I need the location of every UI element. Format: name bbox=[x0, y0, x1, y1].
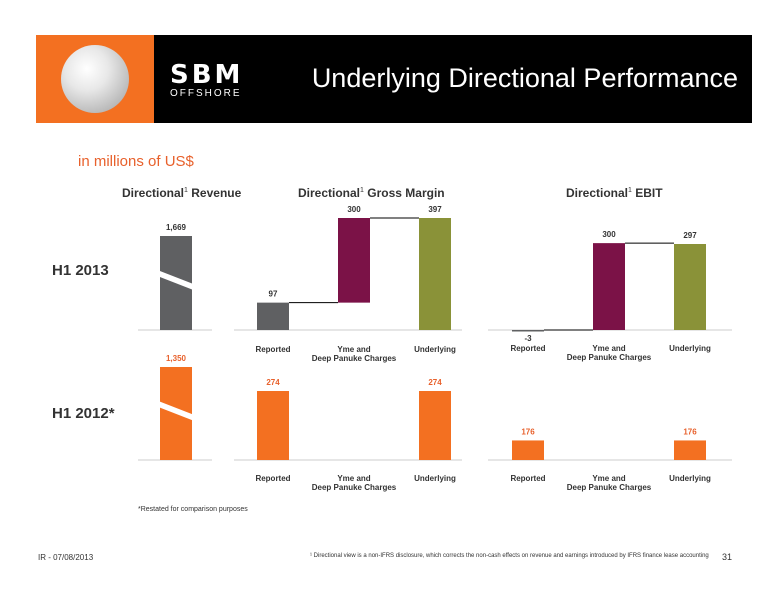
gm_2013-label-underlying: 397 bbox=[428, 205, 442, 214]
gm_2012-bar-0 bbox=[257, 391, 289, 460]
ebit_2012-bar-0 bbox=[512, 440, 544, 460]
ebit_2012-category-0: Reported bbox=[510, 474, 545, 483]
chart-title-ebit: Directional1 EBIT bbox=[566, 186, 663, 200]
units-label: in millions of US$ bbox=[78, 153, 194, 170]
ebit_2013-label-reported: -3 bbox=[524, 334, 532, 343]
ebit_2012-category-2: Underlying bbox=[669, 474, 711, 483]
ebit_2012-category-1-line2: Deep Panuke Charges bbox=[567, 483, 652, 492]
gm_2012-category-1-line1: Yme and bbox=[337, 474, 370, 483]
revenue_2013-axis-break bbox=[158, 270, 194, 291]
gm_2012-category-0: Reported bbox=[255, 474, 290, 483]
ebit_2013-label-charges: 300 bbox=[602, 230, 616, 239]
ebit_2013-bar-charges bbox=[593, 243, 625, 330]
ebit_2013-category-1-line1: Yme and bbox=[592, 344, 625, 353]
gm_2012-label-2: 274 bbox=[428, 378, 442, 387]
directional-footnote: ¹ Directional view is a non-IFRS disclos… bbox=[310, 553, 709, 559]
gm_2012-category-1-line2: Deep Panuke Charges bbox=[312, 483, 397, 492]
globe-icon bbox=[61, 45, 129, 113]
header-bar bbox=[36, 35, 752, 123]
ebit_2013-category-2: Underlying bbox=[669, 344, 711, 353]
revenue_2013-value-label: 1,669 bbox=[166, 223, 187, 232]
brand-logo: SBM bbox=[170, 60, 244, 90]
ebit_2013-bar-underlying bbox=[674, 244, 706, 330]
row-label-h1-2012: H1 2012* bbox=[52, 405, 115, 422]
gm_2013-category-0: Reported bbox=[255, 345, 290, 354]
gm_2013-category-1-line1: Yme and bbox=[337, 345, 370, 354]
gm_2012-category-2: Underlying bbox=[414, 474, 456, 483]
ebit_2012-bar-2 bbox=[674, 440, 706, 460]
chart-title-revenue: Directional1 Revenue bbox=[122, 186, 242, 200]
ebit_2013-category-0: Reported bbox=[510, 344, 545, 353]
revenue_2012-axis-break bbox=[158, 400, 194, 421]
gm_2013-category-1-line2: Deep Panuke Charges bbox=[312, 354, 397, 363]
chart-title-gross-margin: Directional1 Gross Margin bbox=[298, 186, 445, 200]
gm_2012-bar-2 bbox=[419, 391, 451, 460]
brand-subtitle: OFFSHORE bbox=[170, 88, 242, 99]
page-number: 31 bbox=[722, 552, 733, 562]
gm_2013-category-2: Underlying bbox=[414, 345, 456, 354]
page-title: Underlying Directional Performance bbox=[311, 63, 738, 93]
ebit_2012-label-0: 176 bbox=[521, 427, 535, 436]
ebit_2013-label-underlying: 297 bbox=[683, 231, 697, 240]
row-label-h1-2013: H1 2013 bbox=[52, 262, 109, 279]
gm_2013-label-reported: 97 bbox=[269, 290, 278, 299]
gm_2013-bar-reported bbox=[257, 302, 289, 330]
ebit_2013-bar-reported bbox=[512, 330, 544, 332]
ir-date: IR - 07/08/2013 bbox=[38, 553, 94, 562]
gm_2013-bar-charges bbox=[338, 218, 370, 303]
ebit_2013-category-1-line2: Deep Panuke Charges bbox=[567, 353, 652, 362]
gm_2012-label-0: 274 bbox=[266, 378, 280, 387]
gm_2013-bar-underlying bbox=[419, 218, 451, 330]
restated-note: *Restated for comparison purposes bbox=[138, 506, 248, 513]
ebit_2012-category-1-line1: Yme and bbox=[592, 474, 625, 483]
revenue_2012-value-label: 1,350 bbox=[166, 354, 187, 363]
ebit_2012-label-2: 176 bbox=[683, 427, 697, 436]
gm_2013-label-charges: 300 bbox=[347, 205, 361, 214]
